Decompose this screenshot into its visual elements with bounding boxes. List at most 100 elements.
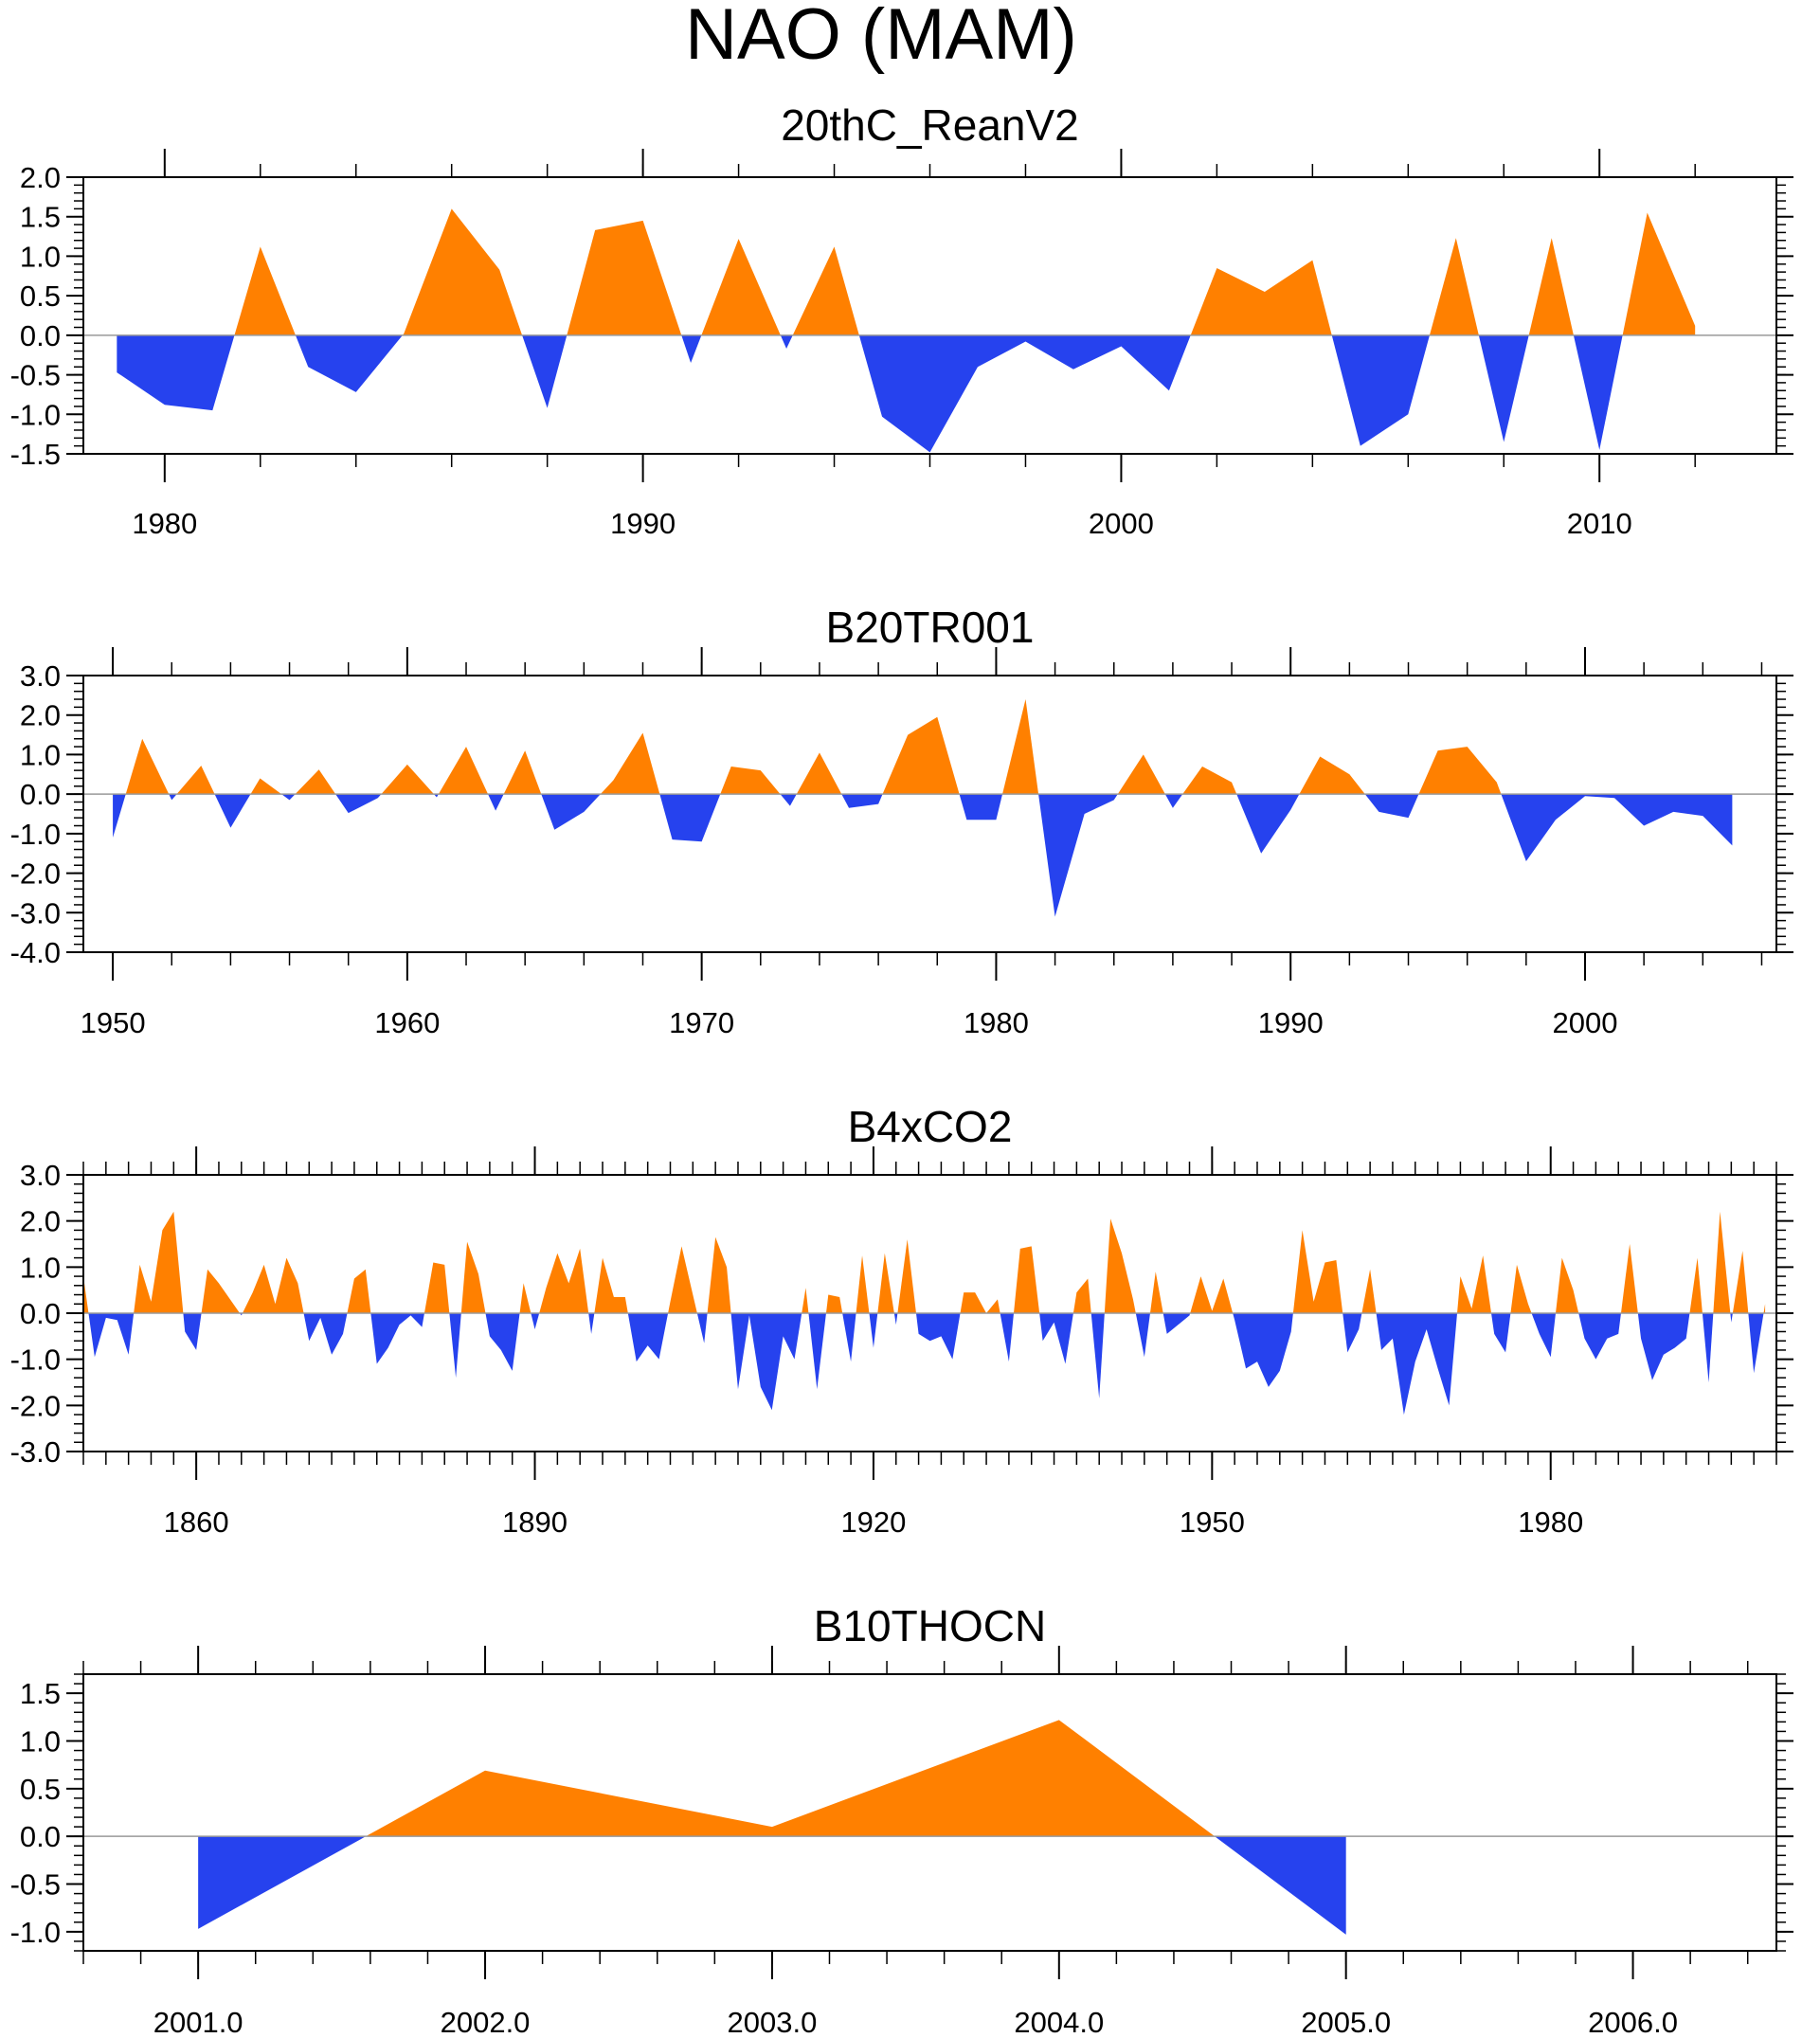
positive-area xyxy=(600,732,660,795)
positive-area xyxy=(250,778,282,795)
positive-area xyxy=(460,1241,486,1313)
positive-area xyxy=(1528,238,1574,335)
negative-area xyxy=(198,1836,367,1929)
y-tick-label: 1.0 xyxy=(20,240,61,273)
y-tick-label: 0.5 xyxy=(20,280,61,313)
negative-area xyxy=(681,334,702,364)
panel-3: B10THOCN -1.0 -0.5 0.0 0.5 1.0 1.5 2001.0 2002.0… xyxy=(10,1601,1793,2038)
positive-area xyxy=(701,239,781,335)
positive-area xyxy=(720,766,781,795)
positive-area xyxy=(347,1269,371,1313)
negative-area xyxy=(214,794,251,828)
x-tick-label: 1990 xyxy=(1258,1006,1324,1039)
positive-area xyxy=(1556,1257,1579,1313)
negative-area xyxy=(1478,334,1529,442)
negative-area xyxy=(1162,1313,1191,1334)
positive-area xyxy=(83,1276,89,1313)
positive-area xyxy=(438,747,489,795)
positive-area xyxy=(1457,1255,1492,1313)
panel-2: B4xCO2 -3.0 -2.0 -1.0 0.0 1.0 2.0 3.0 1860 1890 19… xyxy=(10,1102,1793,1539)
negative-area xyxy=(1376,1313,1458,1416)
x-tick-label: 2010 xyxy=(1567,507,1632,540)
positive-area xyxy=(1299,756,1365,795)
y-tick-label: -1.0 xyxy=(10,398,61,431)
y-tick-label: -2.0 xyxy=(10,1389,61,1422)
y-tick-label: -2.0 xyxy=(10,857,61,891)
y-tick-label: 1.0 xyxy=(20,1251,61,1284)
positive-area xyxy=(1072,1278,1091,1313)
x-tick-label: 2003.0 xyxy=(728,2006,818,2038)
positive-area xyxy=(366,1720,1216,1837)
panel-title: B4xCO2 xyxy=(848,1102,1013,1151)
positive-area xyxy=(134,1211,184,1313)
negative-area xyxy=(1531,1313,1556,1358)
positive-area xyxy=(125,738,170,795)
y-tick-label: 2.0 xyxy=(20,699,61,732)
positive-area xyxy=(1429,238,1479,335)
x-tick-label: 2001.0 xyxy=(153,2006,243,2038)
y-tick-label: 3.0 xyxy=(20,1159,61,1192)
negative-area xyxy=(183,1313,202,1350)
negative-area xyxy=(730,1313,802,1411)
negative-area xyxy=(780,794,797,806)
y-tick-label: 1.0 xyxy=(20,738,61,771)
x-tick-label: 2002.0 xyxy=(441,2006,531,2038)
y-tick-label: -1.0 xyxy=(10,1916,61,1949)
x-tick-label: 2000 xyxy=(1553,1006,1618,1039)
y-tick-label: 0.0 xyxy=(20,1297,61,1330)
positive-area xyxy=(1732,1251,1749,1313)
x-tick-label: 1960 xyxy=(374,1006,440,1039)
panel-title: B10THOCN xyxy=(814,1601,1046,1650)
negative-area xyxy=(522,334,568,408)
y-tick-label: 2.0 xyxy=(20,1205,61,1238)
negative-area xyxy=(335,794,382,814)
negative-area xyxy=(842,1313,856,1362)
negative-area xyxy=(858,334,1191,453)
y-tick-label: -3.0 xyxy=(10,896,61,929)
negative-area xyxy=(433,794,439,798)
positive-area xyxy=(792,246,859,335)
positive-area xyxy=(1510,1264,1532,1313)
y-tick-label: 0.0 xyxy=(20,778,61,811)
positive-area xyxy=(1190,1276,1234,1313)
positive-area xyxy=(234,246,296,335)
panel-0: 20thC_ReanV2 -1.5 -1.0 -0.5 0.0 0.5 1.0 1.5 2.0 1… xyxy=(10,100,1793,540)
negative-area xyxy=(1164,794,1183,808)
positive-area xyxy=(539,1248,589,1313)
x-tick-label: 1980 xyxy=(1518,1506,1583,1539)
negative-area xyxy=(1135,1313,1150,1358)
positive-area xyxy=(825,1294,843,1313)
x-tick-label: 1950 xyxy=(1180,1506,1245,1539)
negative-area xyxy=(1215,1836,1346,1935)
negative-area xyxy=(1331,334,1430,446)
negative-area xyxy=(1573,334,1623,450)
positive-area xyxy=(423,1262,450,1313)
positive-area xyxy=(295,769,336,795)
x-tick-label: 1980 xyxy=(132,507,197,540)
negative-area xyxy=(169,794,177,801)
negative-area xyxy=(915,1313,961,1360)
y-tick-label: 3.0 xyxy=(20,659,61,693)
positive-area xyxy=(1622,212,1696,335)
positive-area xyxy=(201,1269,241,1313)
positive-area xyxy=(707,1236,731,1313)
positive-area xyxy=(594,1257,628,1313)
y-tick-label: -4.0 xyxy=(10,936,61,969)
positive-area xyxy=(242,1257,304,1313)
negative-area xyxy=(1000,1313,1014,1362)
negative-area xyxy=(281,794,296,801)
plot-frame xyxy=(82,675,1777,953)
x-tick-label: 2004.0 xyxy=(1014,2006,1104,2038)
positive-area xyxy=(1014,1246,1040,1313)
positive-area xyxy=(1361,1269,1377,1313)
positive-area xyxy=(1117,754,1165,795)
positive-area xyxy=(796,752,842,795)
positive-area xyxy=(960,1292,1000,1313)
positive-area xyxy=(1763,1304,1766,1313)
y-tick-label: 1.5 xyxy=(20,1677,61,1710)
positive-area xyxy=(402,208,523,335)
positive-area xyxy=(519,1283,532,1313)
positive-area xyxy=(1418,747,1502,795)
negative-area xyxy=(1236,794,1300,854)
negative-area xyxy=(959,794,1003,821)
